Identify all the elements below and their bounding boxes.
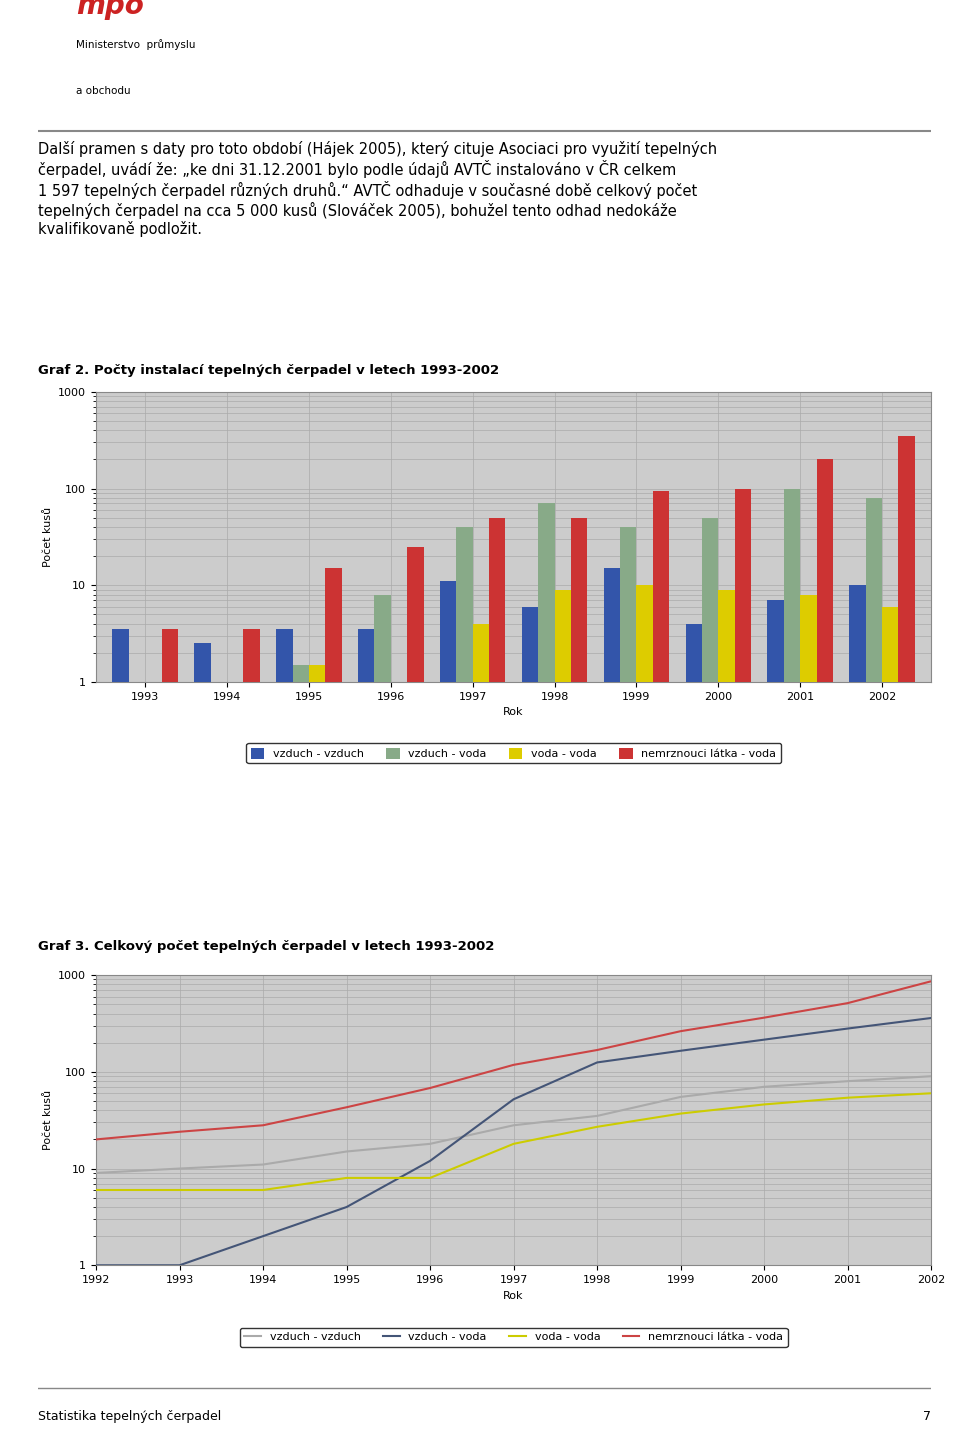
Bar — [620, 527, 636, 1451]
Bar — [783, 489, 801, 1451]
Bar — [817, 460, 833, 1451]
Text: Graf 2. Počty instalací tepelných čerpadel v letech 1993-2002: Graf 2. Počty instalací tepelných čerpad… — [38, 364, 499, 376]
Bar — [899, 435, 915, 1451]
Y-axis label: Počet kusů: Počet kusů — [43, 506, 53, 567]
Bar — [734, 489, 751, 1451]
Text: Graf 3. Celkový počet tepelných čerpadel v letech 1993-2002 (Převzato z: Petrák : Graf 3. Celkový počet tepelných čerpadel… — [38, 940, 622, 952]
Text: Ministerstvo  průmyslu: Ministerstvo průmyslu — [76, 39, 195, 51]
Bar — [850, 585, 866, 1451]
Bar — [882, 607, 899, 1451]
Text: Statistika tepelných čerpadel: Statistika tepelných čerpadel — [38, 1410, 222, 1422]
Legend: vzduch - vzduch, vzduch - voda, voda - voda, nemrznouci látka - voda: vzduch - vzduch, vzduch - voda, voda - v… — [247, 743, 780, 763]
Bar — [391, 691, 407, 1451]
Bar — [407, 547, 423, 1451]
Bar — [227, 691, 244, 1451]
Bar — [636, 585, 653, 1451]
Bar — [276, 630, 293, 1451]
Bar — [161, 630, 178, 1451]
Bar — [866, 498, 882, 1451]
Bar — [210, 691, 227, 1451]
Bar — [767, 601, 783, 1451]
Text: Graf 2. Počty instalací tepelných čerpadel v letech 1993-2002 (Převzato z: Petrá: Graf 2. Počty instalací tepelných čerpad… — [38, 364, 624, 376]
Bar — [293, 665, 309, 1451]
Bar — [653, 490, 669, 1451]
Text: Další pramen s daty pro toto období (Hájek 2005), který cituje Asociaci pro využ: Další pramen s daty pro toto období (Háj… — [38, 141, 717, 237]
Bar — [374, 595, 391, 1451]
Bar — [129, 691, 145, 1451]
Bar — [145, 691, 161, 1451]
Bar — [539, 503, 555, 1451]
Legend: vzduch - vzduch, vzduch - voda, voda - voda, nemrznouci látka - voda: vzduch - vzduch, vzduch - voda, voda - v… — [240, 1328, 787, 1347]
Text: Graf 3. Celkový počet tepelných čerpadel v letech 1993-2002: Graf 3. Celkový počet tepelných čerpadel… — [38, 940, 494, 952]
Text: mpo: mpo — [76, 0, 144, 20]
Bar — [571, 518, 588, 1451]
Bar — [718, 589, 734, 1451]
X-axis label: Rok: Rok — [503, 707, 524, 717]
Text: a obchodu: a obchodu — [76, 86, 131, 96]
Bar — [702, 518, 718, 1451]
Bar — [456, 527, 472, 1451]
Bar — [358, 630, 374, 1451]
Bar — [685, 624, 702, 1451]
Bar — [244, 630, 260, 1451]
Bar — [440, 582, 456, 1451]
Bar — [489, 518, 505, 1451]
Bar — [309, 665, 325, 1451]
Bar — [325, 569, 342, 1451]
X-axis label: Rok: Rok — [503, 1290, 524, 1300]
Text: 7: 7 — [924, 1410, 931, 1422]
Bar — [194, 643, 210, 1451]
Y-axis label: Počet kusů: Počet kusů — [43, 1090, 53, 1151]
Bar — [522, 607, 539, 1451]
Bar — [555, 589, 571, 1451]
Bar — [604, 569, 620, 1451]
Bar — [801, 595, 817, 1451]
Bar — [472, 624, 489, 1451]
Bar — [112, 630, 129, 1451]
